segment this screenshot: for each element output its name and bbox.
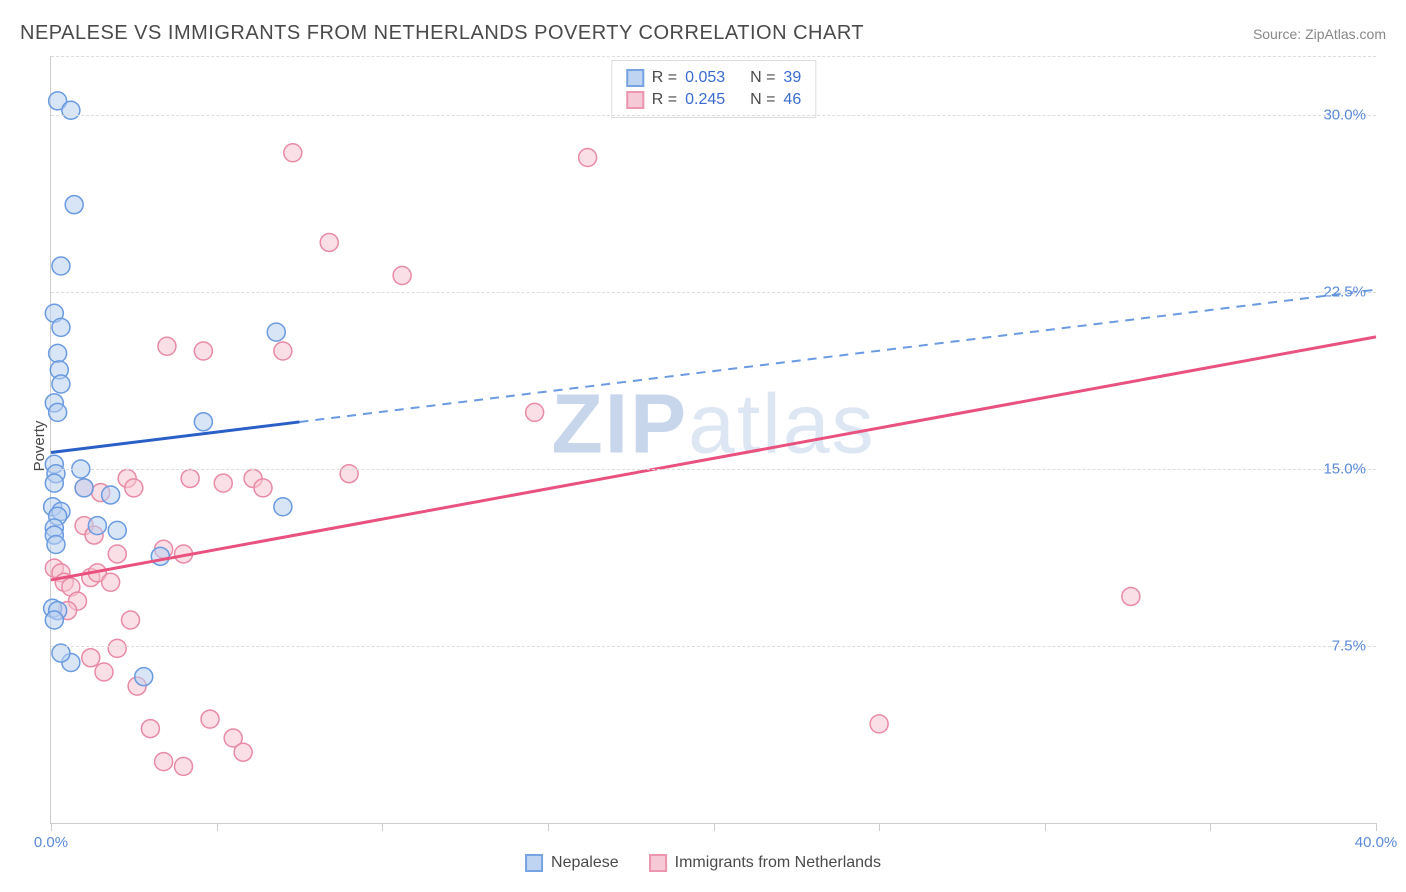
data-point [526, 403, 544, 421]
data-point [267, 323, 285, 341]
data-point [75, 479, 93, 497]
ytick-label: 30.0% [1323, 107, 1366, 124]
trendline [51, 337, 1376, 580]
data-point [108, 639, 126, 657]
data-point [181, 469, 199, 487]
series-swatch-netherlands [649, 854, 667, 872]
legend-r-label: R = [652, 69, 677, 87]
scatter-svg [51, 56, 1376, 823]
stats-legend: R = 0.053 N = 39 R = 0.245 N = 46 [611, 60, 816, 118]
chart-plot-area: ZIPatlas R = 0.053 N = 39 R = 0.245 N = … [50, 56, 1376, 824]
xtick-label: 0.0% [34, 834, 68, 851]
data-point [49, 344, 67, 362]
data-point [175, 757, 193, 775]
gridline-h [51, 115, 1376, 116]
data-point [108, 545, 126, 563]
data-point [45, 611, 63, 629]
xtick [548, 823, 549, 831]
xtick [1376, 823, 1377, 831]
xtick [217, 823, 218, 831]
data-point [49, 403, 67, 421]
source-label: Source: [1253, 26, 1301, 42]
data-point [88, 517, 106, 535]
ytick-label: 7.5% [1332, 638, 1366, 655]
data-point [201, 710, 219, 728]
data-point [65, 196, 83, 214]
legend-r-netherlands: 0.245 [685, 91, 725, 109]
data-point [1122, 587, 1140, 605]
legend-n-netherlands: 46 [783, 91, 801, 109]
data-point [579, 148, 597, 166]
data-point [870, 715, 888, 733]
data-point [122, 611, 140, 629]
xtick-label: 40.0% [1355, 834, 1398, 851]
data-point [158, 337, 176, 355]
data-point [141, 720, 159, 738]
data-point [155, 753, 173, 771]
data-point [254, 479, 272, 497]
data-point [194, 413, 212, 431]
trendline-dashed [299, 290, 1376, 422]
series-swatch-nepalese [525, 854, 543, 872]
data-point [340, 465, 358, 483]
series-legend-netherlands: Immigrants from Netherlands [649, 854, 881, 872]
series-label-nepalese: Nepalese [551, 854, 619, 872]
data-point [82, 649, 100, 667]
chart-title: NEPALESE VS IMMIGRANTS FROM NETHERLANDS … [20, 22, 864, 45]
gridline-h [51, 469, 1376, 470]
data-point [234, 743, 252, 761]
data-point [47, 536, 65, 554]
data-point [393, 266, 411, 284]
xtick [714, 823, 715, 831]
data-point [45, 474, 63, 492]
data-point [95, 663, 113, 681]
legend-swatch-nepalese [626, 69, 644, 87]
data-point [284, 144, 302, 162]
xtick [1210, 823, 1211, 831]
legend-r-nepalese: 0.053 [685, 69, 725, 87]
gridline-h [51, 292, 1376, 293]
xtick [382, 823, 383, 831]
source-attribution: Source: ZipAtlas.com [1253, 26, 1386, 42]
legend-row-nepalese: R = 0.053 N = 39 [626, 67, 801, 89]
xtick [879, 823, 880, 831]
data-point [52, 318, 70, 336]
data-point [102, 573, 120, 591]
gridline-h [51, 646, 1376, 647]
legend-r-label-2: R = [652, 91, 677, 109]
legend-row-netherlands: R = 0.245 N = 46 [626, 89, 801, 111]
data-point [274, 342, 292, 360]
xtick [1045, 823, 1046, 831]
data-point [62, 101, 80, 119]
data-point [135, 668, 153, 686]
data-point [274, 498, 292, 516]
data-point [194, 342, 212, 360]
legend-n-nepalese: 39 [783, 69, 801, 87]
ytick-label: 15.0% [1323, 461, 1366, 478]
series-legend-nepalese: Nepalese [525, 854, 619, 872]
legend-n-label: N = [750, 69, 775, 87]
trendline-solid [51, 422, 299, 453]
data-point [108, 521, 126, 539]
xtick [51, 823, 52, 831]
data-point [320, 233, 338, 251]
legend-swatch-netherlands [626, 91, 644, 109]
data-point [102, 486, 120, 504]
source-link[interactable]: ZipAtlas.com [1305, 26, 1386, 42]
legend-n-label-2: N = [750, 91, 775, 109]
series-legend: Nepalese Immigrants from Netherlands [525, 854, 881, 872]
gridline-h-top [51, 56, 1376, 57]
data-point [52, 375, 70, 393]
data-point [214, 474, 232, 492]
data-point [52, 257, 70, 275]
data-point [151, 547, 169, 565]
series-label-netherlands: Immigrants from Netherlands [675, 854, 881, 872]
ytick-label: 22.5% [1323, 284, 1366, 301]
data-point [125, 479, 143, 497]
